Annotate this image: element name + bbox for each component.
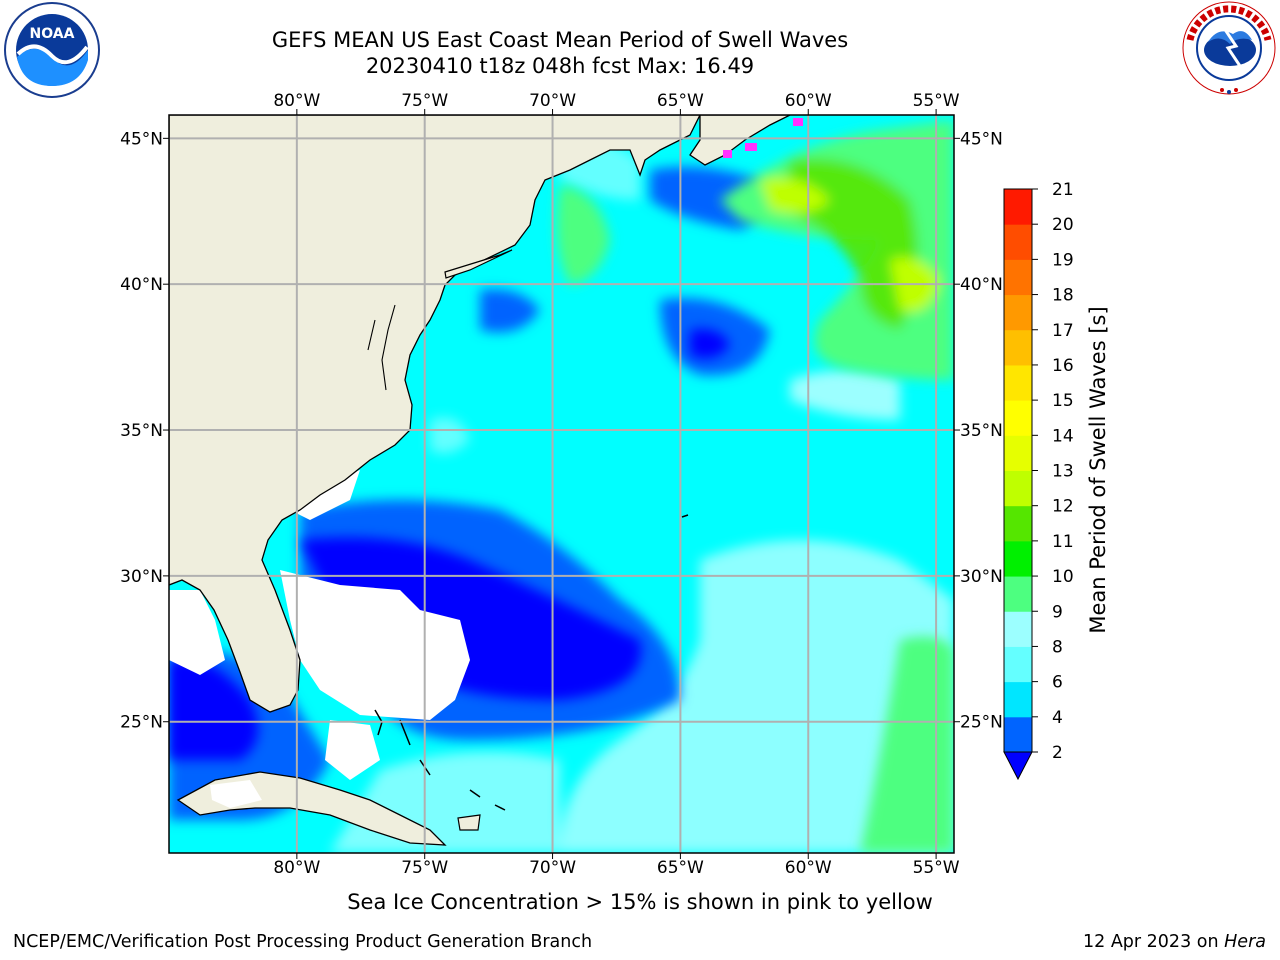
lat-label-left: 25°N [120,713,163,733]
colorbar-tick-label: 13 [1052,462,1074,482]
colorbar-tick-label: 20 [1052,215,1074,235]
lon-label-top: 60°W [785,91,832,111]
colorbar-segment [1004,295,1032,331]
lat-label-right: 25°N [960,713,1003,733]
colorbar-segment [1004,435,1032,471]
colorbar-tick-label: 18 [1052,286,1074,306]
lon-label-bottom: 70°W [529,858,576,878]
lat-label-left: 35°N [120,421,163,441]
lon-label-bottom: 80°W [273,858,320,878]
lat-label-left: 45°N [120,129,163,149]
colorbar-segment [1004,224,1032,260]
colorbar-tick-label: 19 [1052,250,1074,270]
colorbar-tick-label: 12 [1052,497,1074,517]
colorbar-tick-label: 17 [1052,321,1074,341]
colorbar-tick-label: 8 [1052,637,1063,657]
lat-label-right: 30°N [960,567,1003,587]
colorbar-tick-label: 10 [1052,567,1074,587]
colorbar-tick-label: 9 [1052,602,1063,622]
colorbar-segment [1004,259,1032,295]
colorbar-tick-label: 14 [1052,426,1074,446]
colorbar-tick-label: 2 [1052,743,1063,763]
colorbar-segment [1004,611,1032,647]
colorbar-tick-label: 11 [1052,532,1074,552]
colorbar-segment [1004,506,1032,542]
lon-labels-bottom: 80°W 75°W 70°W 65°W 60°W 55°W [273,858,959,878]
colorbar-segment [1004,471,1032,507]
hispaniola-land [458,815,480,830]
footer-credit: NCEP/EMC/Verification Post Processing Pr… [13,932,592,952]
lon-label-bottom: 75°W [401,858,448,878]
sea-ice-note: Sea Ice Concentration > 15% is shown in … [160,890,1120,914]
lon-label-bottom: 55°W [913,858,960,878]
lat-label-right: 40°N [960,275,1003,295]
colorbar-segment [1004,330,1032,366]
lon-labels-top: 80°W 75°W 70°W 65°W 60°W 55°W [273,91,959,111]
colorbar-segment [1004,682,1032,718]
colorbar-tick-label: 6 [1052,673,1063,693]
lon-label-top: 65°W [657,91,704,111]
lon-label-top: 75°W [401,91,448,111]
lon-label-bottom: 65°W [657,858,704,878]
colorbar-segment [1004,541,1032,577]
lon-label-top: 55°W [913,91,960,111]
lat-label-left: 40°N [120,275,163,295]
lat-label-right: 45°N [960,129,1003,149]
colorbar-tick-label: 15 [1052,391,1074,411]
lon-label-top: 80°W [273,91,320,111]
lat-labels-left: 45°N 40°N 35°N 30°N 25°N [120,129,163,732]
colorbar-segment [1004,400,1032,436]
colorbar-segment [1004,365,1032,401]
map-plot-area [169,115,954,853]
colorbar-segment [1004,189,1032,225]
colorbar-tick-label: 16 [1052,356,1074,376]
colorbar-tick-label: 21 [1052,180,1074,200]
colorbar-tick-label: 4 [1052,708,1063,728]
lon-label-bottom: 60°W [785,858,832,878]
colorbar-segment [1004,717,1032,753]
footer-date: 12 Apr 2023 on Hera [1083,932,1266,952]
colorbar-segment [1004,646,1032,682]
lat-label-left: 30°N [120,567,163,587]
colorbar-segment [1004,576,1032,612]
colorbar-under-arrow [1004,752,1032,779]
lat-label-right: 35°N [960,421,1003,441]
lat-labels-right: 45°N 40°N 35°N 30°N 25°N [960,129,1003,732]
colorbar: 2 4 6 8 9 10 11 12 13 14 15 16 17 18 19 20 21 [1004,180,1074,779]
lon-label-top: 70°W [529,91,576,111]
